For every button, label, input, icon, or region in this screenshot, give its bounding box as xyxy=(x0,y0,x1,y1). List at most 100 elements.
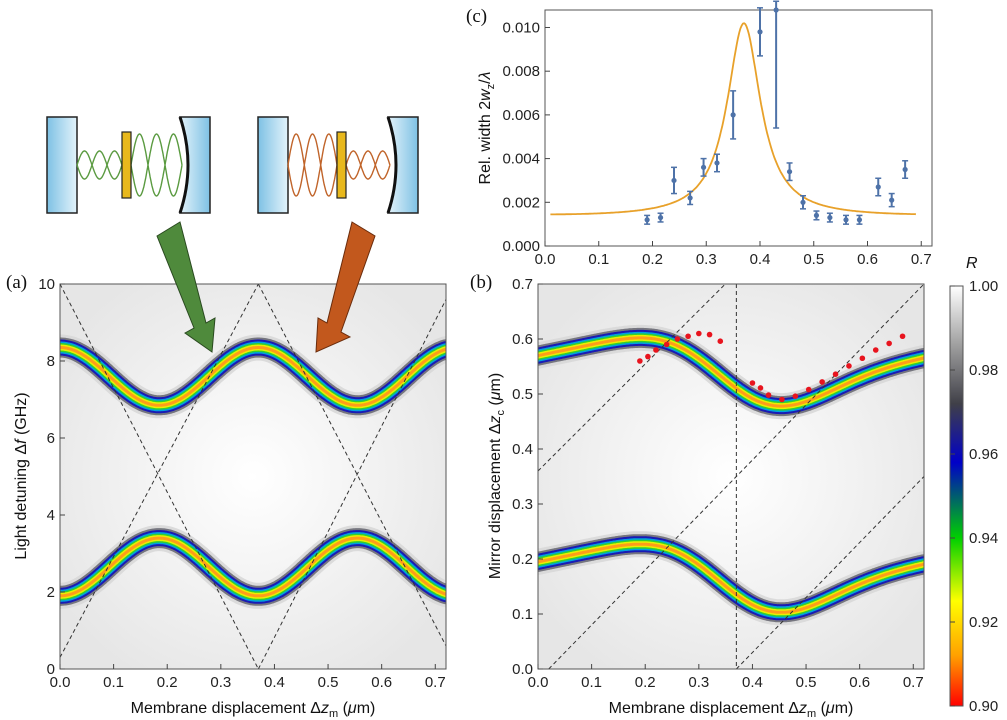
flat-mirror-left xyxy=(46,116,78,214)
panel-b: 0.0 0.1 0.2 0.3 0.4 0.5 0.6 0.7 0.0 0.1 0.2 0.3 0.4 0… xyxy=(470,272,925,720)
panel-b-dashed-line xyxy=(538,284,727,472)
colorbar-tick-label: 0.98 xyxy=(969,362,998,379)
panel-a-ytick-label: 6 xyxy=(47,430,55,447)
panel-b-point xyxy=(653,347,659,353)
panel-b-point xyxy=(685,333,691,340)
panel-c-ytick-label: 0.008 xyxy=(502,63,540,80)
panel-b-resonance-band xyxy=(538,336,924,408)
membrane-left xyxy=(121,131,132,199)
panel-b-frame xyxy=(537,283,925,670)
panel-b-point xyxy=(663,341,670,348)
panel-a-xtick-label: 0.4 xyxy=(264,674,285,691)
panel-b-xtick-label: 0.6 xyxy=(849,674,870,691)
wave-right-cavity xyxy=(287,133,391,197)
panel-b-xtick-label: 0.7 xyxy=(903,674,924,691)
panel-a-frame xyxy=(59,283,447,670)
panel-b-point xyxy=(779,396,785,403)
panel-c-point xyxy=(856,217,863,223)
panel-c-point xyxy=(773,7,779,13)
colorbar-tick-label: 0.96 xyxy=(969,446,998,463)
panel-b-point xyxy=(846,363,852,369)
panel-c-point xyxy=(730,112,736,118)
panel-b-ytick-label: 0.2 xyxy=(512,551,533,568)
panel-b-point xyxy=(792,393,799,400)
panel-c-point xyxy=(813,212,820,219)
panel-b-point xyxy=(717,338,724,345)
colorbar-label: R xyxy=(966,255,978,272)
panel-b-point xyxy=(819,379,825,385)
panel-a-dashed-line xyxy=(257,299,446,669)
panel-b-xtick-label: 0.3 xyxy=(688,674,709,691)
panel-c-xtick-label: 0.4 xyxy=(750,251,771,268)
panel-a-ytick-label: 8 xyxy=(47,353,55,370)
panel-b-point xyxy=(696,330,702,337)
orange-arrow xyxy=(315,221,376,353)
panel-b-xtick-label: 0.2 xyxy=(635,674,656,691)
panel-c-ytick-label: 0.010 xyxy=(502,19,540,36)
panel-b-label: (b) xyxy=(470,272,492,293)
colorbar-gradient xyxy=(949,285,964,707)
panel-b-point xyxy=(859,355,866,362)
panel-c-point xyxy=(875,184,881,190)
panel-c-point xyxy=(657,214,664,221)
panel-b-point xyxy=(674,336,681,342)
panel-c-point xyxy=(714,160,720,166)
panel-c-point xyxy=(671,177,677,184)
panel-b-ytick-label: 0.5 xyxy=(512,386,533,403)
panel-a-ytick-label: 10 xyxy=(38,276,55,293)
panel-b-ytick-label: 0.4 xyxy=(512,441,533,458)
panel-c-ytick-label: 0.000 xyxy=(502,238,540,255)
panel-b-xlabel: Membrane displacement Δzm (μm) xyxy=(609,700,854,720)
panel-c-point xyxy=(843,217,849,223)
panel-b-dashed-line xyxy=(736,476,924,669)
panel-c-xtick-label: 0.5 xyxy=(803,251,824,268)
panel-b-point xyxy=(706,331,713,338)
panel-c-label: (c) xyxy=(466,6,487,27)
panel-b-point xyxy=(872,347,879,353)
panel-b-xtick-label: 0.0 xyxy=(528,674,549,691)
colorbar-tick-label: 0.94 xyxy=(969,530,998,547)
panel-c-xtick-label: 0.6 xyxy=(857,251,878,268)
panel-c-xtick-label: 0.7 xyxy=(911,251,932,268)
panel-a-xtick-label: 0.7 xyxy=(425,674,446,691)
panel-a-label: (a) xyxy=(6,272,27,293)
panel-c-ytick-label: 0.004 xyxy=(502,151,540,168)
colorbar: R 1.00 0.98 0.96 0.94 0.92 0.90 xyxy=(949,255,998,715)
panel-c-point xyxy=(889,197,895,203)
panel-c-point xyxy=(687,195,693,201)
panel-c-ylabel: Rel. width 2wz/λ xyxy=(477,71,497,184)
panel-a-dashed-line xyxy=(257,284,446,647)
panel-a-resonance-band xyxy=(60,346,446,407)
panel-b-xtick-label: 0.4 xyxy=(742,674,763,691)
panel-b-xtick-label: 0.5 xyxy=(796,674,817,691)
panel-a-xtick-label: 0.6 xyxy=(371,674,392,691)
panel-a-xlabel: Membrane displacement Δzm (μm) xyxy=(131,700,376,720)
wave-left-cavity xyxy=(76,133,183,197)
panel-a-xtick-label: 0.2 xyxy=(157,674,178,691)
colorbar-tick-label: 0.90 xyxy=(969,698,998,715)
panel-a-xtick-label: 0.0 xyxy=(50,674,71,691)
panel-b-ylabel: Mirror displacement Δzc (μm) xyxy=(487,373,507,579)
panel-c-point xyxy=(757,29,763,35)
panel-b-ytick-label: 0.7 xyxy=(512,276,533,293)
membrane-right xyxy=(336,131,347,199)
panel-c-ytick-label: 0.006 xyxy=(502,107,540,124)
panel-c-point xyxy=(700,164,707,170)
panel-b-ytick-label: 0.1 xyxy=(512,606,533,623)
panel-b-point xyxy=(637,358,643,364)
flat-mirror-right xyxy=(257,116,289,214)
panel-a-xtick-label: 0.1 xyxy=(103,674,124,691)
panel-c-xtick-label: 0.3 xyxy=(696,251,717,268)
panel-b-point xyxy=(645,353,651,360)
panel-c: 0.0 0.1 0.2 0.3 0.4 0.5 0.6 0.7 0.000 0.002 0.004 0… xyxy=(466,0,933,268)
cavity-schematic-right xyxy=(257,116,419,214)
panel-c-ytick-label: 0.002 xyxy=(502,194,540,211)
panel-c-frame xyxy=(544,9,933,247)
panel-c-point xyxy=(786,169,793,175)
panel-b-point xyxy=(765,392,772,398)
panel-b-xtick-label: 0.1 xyxy=(581,674,602,691)
panel-b-point xyxy=(886,340,892,347)
panel-b-point xyxy=(899,333,906,340)
colorbar-tick-label: 0.92 xyxy=(969,614,998,631)
